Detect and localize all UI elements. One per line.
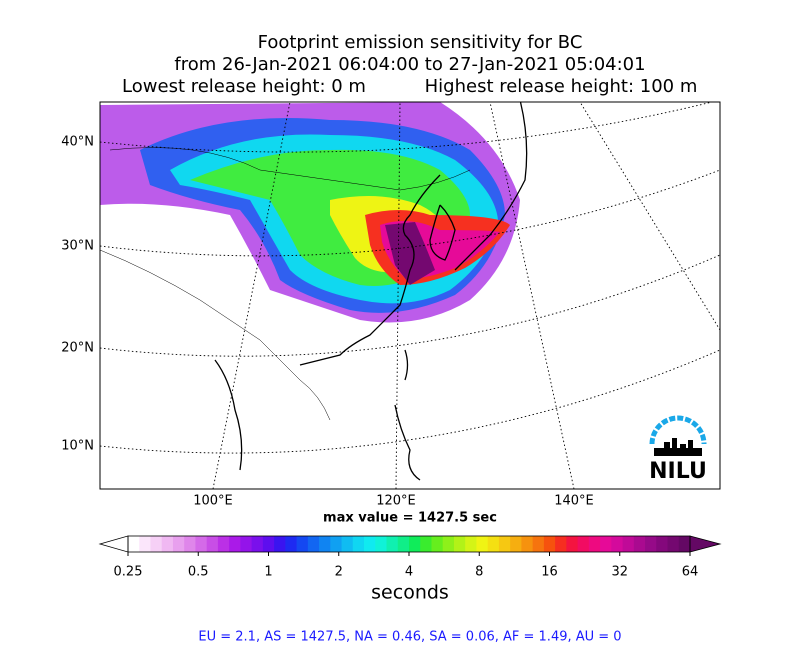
colorbar-cell (206, 536, 219, 552)
colorbar-cell (521, 536, 534, 552)
colorbar: 0.25 0.5 1 2 4 8 16 32 64 (98, 535, 722, 580)
colorbar-cell (420, 536, 432, 552)
lat-label: 20°N (61, 341, 94, 356)
colorbar-cell (240, 536, 253, 552)
title-line: from 26-Jan-2021 06:04:00 to 27-Jan-2021… (174, 54, 645, 75)
logo-text: NILU (649, 459, 707, 484)
colorbar-cell (476, 536, 489, 552)
colorbar-cell (397, 536, 410, 552)
colorbar-extend (689, 535, 722, 553)
colorbar-tick-label: 2 (335, 565, 343, 580)
colorbar-extend (98, 535, 129, 553)
coastlines (214, 102, 528, 481)
colorbar-cell (442, 536, 455, 552)
lon-label: 140°E (554, 494, 594, 509)
logo-arc (649, 415, 707, 445)
map-area: NILU (100, 102, 720, 489)
colorbar-cell (375, 536, 387, 552)
borders (100, 147, 471, 421)
colorbar-label: seconds (371, 582, 449, 604)
colorbar-cell (341, 536, 354, 552)
colorbar-cell (139, 536, 151, 552)
colorbar-cell (274, 536, 286, 552)
colorbar-tick-label: 32 (611, 565, 628, 580)
max-value: max value = 1427.5 sec (323, 511, 497, 526)
graticule (100, 102, 720, 489)
colorbar-cell (184, 536, 196, 552)
colorbar-cell (217, 536, 230, 552)
colorbar-cell (285, 536, 297, 552)
colorbar-cell (577, 536, 590, 552)
colorbar-tick-label: 8 (475, 565, 483, 580)
map-frame (99, 101, 721, 490)
colorbar-cell (678, 536, 691, 552)
colorbar-tick-label: 1 (264, 565, 272, 580)
title-line: Footprint emission sensitivity for BC (258, 32, 583, 53)
colorbar-cell (465, 536, 477, 552)
colorbar-cell (161, 536, 174, 552)
colorbar-cell (588, 536, 601, 552)
colorbar-cell (487, 536, 500, 552)
colorbar-tick-label: 64 (682, 565, 699, 580)
lat-label: 40°N (61, 135, 94, 150)
colorbar-cell (319, 536, 331, 552)
title-line: Highest release height: 100 m (425, 76, 698, 97)
colorbar-tick-label: 16 (541, 565, 558, 580)
colorbar-cell (543, 536, 556, 552)
colorbar-cell (364, 536, 376, 552)
lat-label: 10°N (61, 439, 94, 454)
lat-label: 30°N (61, 239, 94, 254)
colorbar-cell (229, 536, 241, 552)
colorbar-cell (172, 536, 185, 552)
colorbar-cell (532, 536, 545, 552)
colorbar-cell (555, 536, 567, 552)
colorbar-cell (498, 536, 511, 552)
lon-label: 120°E (376, 494, 416, 509)
colorbar-cell (128, 536, 140, 552)
colorbar-cell (330, 536, 342, 552)
colorbar-cell (566, 536, 578, 552)
colorbar-tick-label: 4 (405, 565, 413, 580)
colorbar-cell (633, 536, 646, 552)
colorbar-tick-label: 0.5 (188, 565, 209, 580)
colorbar-cell (296, 536, 309, 552)
colorbar-cell (600, 536, 612, 552)
colorbar-cell (453, 536, 466, 552)
colorbar-cell (195, 536, 208, 552)
colorbar-cell (622, 536, 635, 552)
colorbar-cell (656, 536, 668, 552)
colorbar-tick-label: 0.25 (114, 565, 143, 580)
logo-skyline (654, 438, 702, 456)
colorbar-cell (251, 536, 264, 552)
colorbar-cell (150, 536, 163, 552)
colorbar-cell (386, 536, 399, 552)
colorbar-cell (307, 536, 320, 552)
colorbar-cell (510, 536, 522, 552)
colorbar-cell (611, 536, 623, 552)
colorbar-cell (431, 536, 444, 552)
colorbar-cell (645, 536, 657, 552)
colorbar-cell (262, 536, 275, 552)
colorbar-cell (409, 536, 421, 552)
colorbar-cell (352, 536, 365, 552)
plume-dark (385, 222, 435, 285)
colorbar-cell (667, 536, 680, 552)
title-line: Lowest release height: 0 m (122, 76, 366, 97)
lon-label: 100°E (193, 494, 233, 509)
footer: EU = 2.1, AS = 1427.5, NA = 0.46, SA = 0… (198, 630, 621, 645)
